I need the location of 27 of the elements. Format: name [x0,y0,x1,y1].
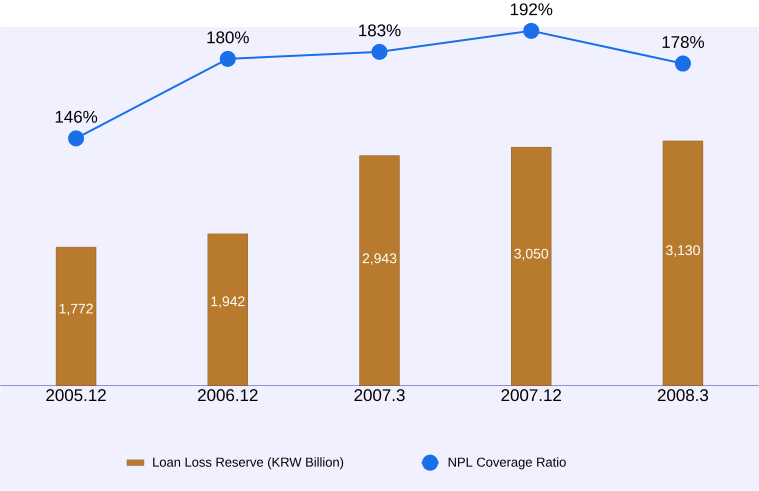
data-label: 192% [510,4,552,16]
x-tick-label: 2005.12 [46,389,106,402]
point [523,23,540,40]
point [68,130,84,147]
x-tick-label: 2007.3 [354,389,405,402]
data-label: 180% [207,32,249,44]
data-label: 1,942 [211,296,245,308]
data-label: 1,772 [60,304,93,316]
bar [662,140,704,386]
point [674,56,691,72]
data-label: 3,050 [514,248,548,260]
data-label: 178% [662,36,704,48]
bar [208,234,248,386]
data-label: 2,943 [362,254,396,266]
legend-label: Loan Loss Reserve (KRW Billion) [153,457,344,470]
bar [511,147,552,386]
data-label: 146% [56,111,98,124]
data-label: 3,130 [666,245,700,258]
data-label: 183% [359,24,401,37]
point [372,44,388,60]
bar [56,247,96,386]
x-tick-label: 2007.12 [501,389,561,402]
legend-label: NPL Coverage Ratio [448,457,566,470]
x-tick-label: 2006.12 [198,389,258,402]
x-tick-label: 2008.3 [658,389,708,402]
point [220,51,236,68]
bar [359,156,400,386]
